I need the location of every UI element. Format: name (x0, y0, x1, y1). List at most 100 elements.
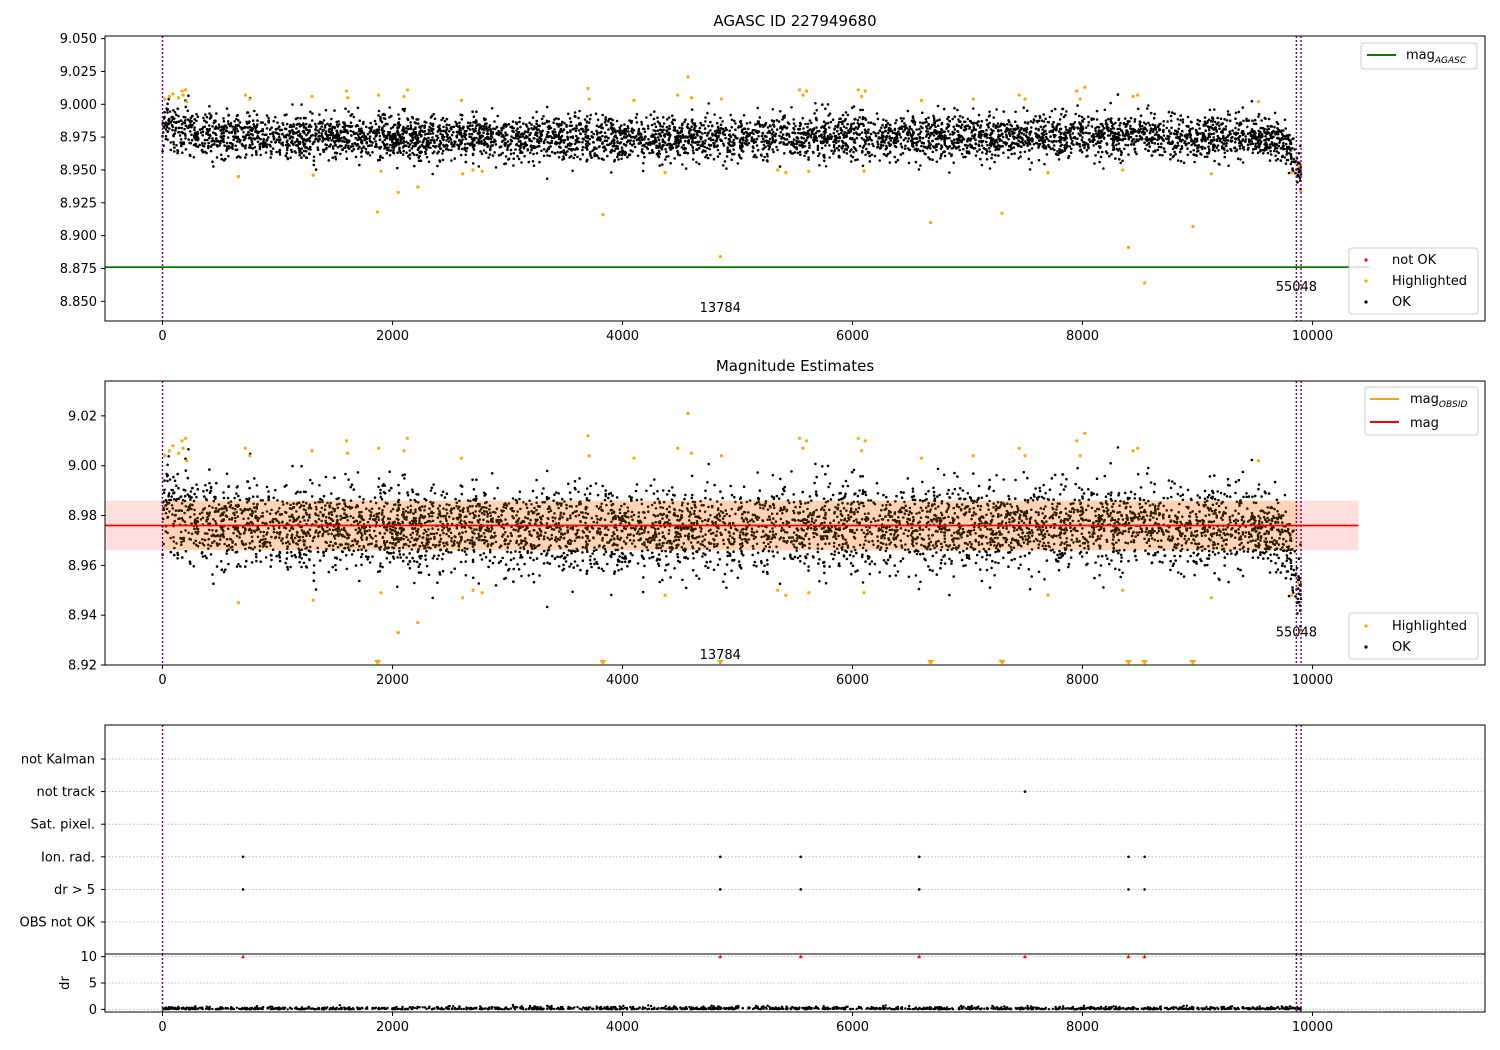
p1-ok-point (539, 132, 542, 136)
p1-ok-point (935, 143, 938, 146)
p1-ok-point (488, 148, 492, 152)
p1-ok-point (812, 140, 816, 144)
p1-ok-point (750, 137, 754, 141)
p1-ok-point (699, 137, 703, 141)
p1-ok-point (1058, 118, 1062, 121)
p1-ok-point (978, 140, 981, 143)
p1-ok-point (178, 134, 182, 137)
p1-ok-point (585, 115, 589, 118)
p1-ok-point (974, 154, 978, 157)
p1-ok-point (740, 122, 743, 126)
p1-ok-point (948, 171, 951, 174)
p1-ok-point (574, 139, 577, 142)
p1-ok-point (820, 146, 824, 150)
p1-ok-point (1119, 153, 1123, 157)
p1-ok-point (369, 129, 372, 132)
p1-ok-point (818, 152, 821, 155)
p1-ok-point (936, 119, 939, 122)
p1-ok-point (1118, 127, 1121, 131)
p1-ok-point (684, 167, 688, 170)
p1-ok-point (471, 140, 474, 144)
p1-ok-point (368, 144, 372, 147)
p1-ok-point (231, 147, 234, 150)
p1-ok-point (607, 128, 610, 131)
p1-ok-point (1019, 140, 1022, 144)
p1-ok-point (1094, 129, 1097, 133)
p1-ok-point (895, 132, 899, 135)
p1-ok-point (735, 136, 738, 140)
p1-ok-point (1139, 120, 1142, 124)
p1-ok-point (731, 141, 734, 144)
p1-ok-point (550, 139, 554, 143)
p1-ok-point (1190, 143, 1193, 147)
p1-ok-point (1214, 128, 1217, 131)
p1-ok-point (624, 132, 627, 136)
p1-ok-point (175, 113, 178, 117)
p1-ok-point (798, 144, 801, 147)
p1-ok-point (532, 137, 535, 140)
p1-ok-point (1211, 116, 1214, 120)
p1-ok-point (452, 125, 456, 129)
p1-ok-point (431, 136, 434, 139)
p1-ok-point (741, 145, 744, 148)
p1-ok-point (657, 149, 661, 153)
p1-ok-point (601, 113, 604, 117)
p1-ok-point (1037, 128, 1040, 132)
p1-ok-point (285, 140, 289, 144)
p1-ok-point (818, 129, 821, 133)
p1-ok-point (788, 150, 792, 154)
p1-ok-point (530, 123, 533, 126)
p1-ok-point (837, 123, 840, 127)
p1-ok-point (694, 136, 697, 139)
p1-ok-point (962, 148, 965, 151)
p1-ok-point (999, 123, 1003, 127)
p1-ok-point (214, 120, 217, 123)
p1-ok-point (304, 128, 308, 131)
p1-ok-point (246, 133, 249, 136)
p1-ok-point (459, 129, 463, 132)
p1-ok-point (317, 129, 320, 132)
p1-ok-point (556, 135, 559, 138)
p1-ok-point (1120, 129, 1124, 132)
p1-ok-point (288, 125, 292, 129)
p1-ok-point (1262, 130, 1266, 133)
p1-ok-point (927, 136, 931, 140)
p1-ok-point (802, 131, 806, 134)
p1-ok-point (611, 118, 614, 122)
p1-ok-point (1068, 127, 1072, 130)
p1-ok-point (734, 122, 737, 125)
p1-ok-point (709, 153, 712, 157)
p1-ok-point (336, 146, 340, 149)
p1-ok-point (976, 124, 980, 127)
p1-ok-point (321, 136, 325, 140)
p1-ok-point (1228, 119, 1232, 122)
p1-ok-point (406, 125, 410, 128)
p1-ok-point (886, 122, 890, 125)
p1-ok-point (226, 120, 230, 123)
p1-ok-point (924, 117, 928, 121)
p1-ok-point (673, 118, 676, 122)
p1-ok-point (308, 152, 311, 155)
p1-ok-point (962, 128, 966, 132)
p1-ok-point (1080, 138, 1084, 142)
p1-ok-point (396, 166, 399, 170)
p1-ok-point (828, 156, 831, 159)
p1-ok-point (781, 118, 784, 121)
p1-ok-point (1174, 153, 1177, 156)
p1-ok-point (269, 145, 272, 148)
p1-ok-point (952, 161, 955, 164)
p1-ok-point (531, 160, 535, 163)
p1-ok-point (879, 146, 883, 149)
p1-ok-point (496, 114, 500, 118)
p1-ok-point (738, 140, 742, 144)
p1-ok-point (1208, 108, 1212, 112)
p1-ok-point (1162, 130, 1165, 134)
p1-ok-point (913, 137, 917, 140)
p1-ok-point (906, 140, 910, 143)
p1-ok-point (799, 123, 803, 126)
p1-ok-point (759, 125, 762, 128)
p1-ok-point (343, 140, 346, 143)
p1-ok-point (665, 125, 669, 129)
p1-ok-point (358, 163, 361, 167)
p1-ok-point (980, 163, 984, 167)
